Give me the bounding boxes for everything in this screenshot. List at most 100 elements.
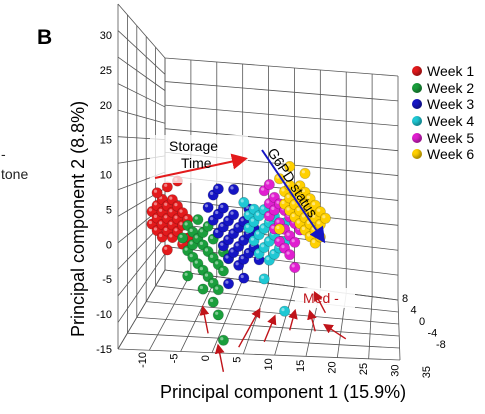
grid-line: [117, 3, 166, 59]
data-point-highlight: [164, 183, 168, 187]
data-point: [284, 249, 296, 261]
data-point-highlight: [179, 234, 183, 238]
data-point: [289, 236, 301, 248]
storage-time-label: Time: [181, 155, 212, 171]
med-arrow: [313, 291, 327, 314]
data-point: [263, 179, 275, 191]
data-point: [212, 309, 224, 321]
data-point-highlight: [169, 196, 173, 200]
legend-label: Week 1: [427, 63, 475, 80]
data-point-highlight: [204, 223, 209, 227]
data-point-highlight: [250, 206, 254, 210]
data-point-highlight: [194, 235, 198, 239]
grid-line: [242, 283, 269, 355]
grid-line: [117, 83, 166, 108]
data-point-highlight: [250, 237, 254, 241]
data-point-highlight: [199, 229, 203, 233]
legend-item: Week 3: [412, 96, 474, 113]
data-point-highlight: [266, 257, 270, 261]
grid-line: [127, 332, 400, 349]
grid-line: [164, 104, 399, 127]
data-point-highlight: [169, 221, 173, 225]
data-point: [151, 187, 163, 199]
data-point: [192, 214, 204, 226]
data-point-highlight: [296, 207, 300, 211]
grid-line: [148, 273, 192, 351]
grid-line: [117, 30, 166, 75]
storage-time-label: Storage: [169, 138, 218, 154]
data-point-highlight: [266, 212, 270, 217]
med-arrow: [307, 309, 317, 332]
grid-line: [368, 296, 373, 359]
grid-line: [117, 269, 166, 350]
data-point-highlight: [286, 232, 290, 236]
x-tick-label: -10: [137, 352, 149, 368]
data-point-highlight: [230, 186, 234, 190]
data-point-highlight: [174, 228, 178, 232]
data-point-highlight: [220, 337, 224, 341]
storage-time-arrow: [154, 153, 248, 179]
legend-marker: [412, 82, 422, 93]
data-point: [182, 270, 194, 282]
data-point: [223, 278, 235, 290]
x-tick-label: 35: [421, 366, 433, 378]
data-point-highlight: [164, 227, 168, 231]
legend-marker: [412, 99, 422, 110]
data-point-highlight: [215, 185, 219, 189]
data-point-highlight: [306, 195, 311, 199]
grid-line: [117, 237, 166, 297]
z-tick-label: 8: [402, 293, 408, 305]
data-point-highlight: [286, 251, 290, 255]
data-point: [217, 334, 229, 346]
x-tick-label: 10: [263, 358, 275, 370]
data-point: [202, 201, 214, 213]
data-point-highlight: [291, 201, 295, 205]
data-point-highlight: [189, 241, 193, 245]
grid-line: [146, 301, 399, 325]
med-arrow: [214, 343, 225, 372]
data-point-highlight: [312, 202, 316, 206]
data-point-highlight: [153, 214, 158, 218]
data-point-highlight: [220, 242, 224, 246]
grid-line: [274, 286, 295, 356]
data-point: [289, 261, 301, 273]
data-point-highlight: [164, 246, 168, 250]
data-point-highlight: [153, 202, 158, 206]
data-points: [146, 161, 331, 346]
data-point-highlight: [164, 202, 168, 206]
data-point-highlight: [296, 182, 300, 186]
data-point-highlight: [189, 254, 193, 258]
data-point-highlight: [271, 225, 275, 229]
data-point-highlight: [276, 225, 280, 230]
grid-line: [117, 56, 166, 91]
data-point-highlight: [210, 280, 214, 284]
cropped-side-text: -: [1, 146, 6, 162]
g6pd-status-arrow: [261, 149, 326, 244]
data-point-highlight: [230, 230, 234, 234]
legend-marker: [412, 66, 422, 77]
data-point-highlight: [184, 222, 188, 226]
data-point-highlight: [266, 238, 270, 242]
data-point-highlight: [317, 221, 321, 225]
legend-label: Week 5: [427, 129, 475, 146]
data-point-highlight: [317, 208, 321, 212]
grid-line: [136, 317, 400, 337]
data-point-highlight: [266, 200, 270, 204]
y-tick-label: 25: [100, 65, 112, 77]
data-point: [319, 212, 331, 224]
data-point-highlight: [164, 215, 168, 219]
data-point-highlight: [281, 188, 285, 192]
data-point-highlight: [245, 212, 249, 216]
grid-line: [117, 253, 166, 323]
data-point-highlight: [174, 203, 178, 207]
data-point-highlight: [255, 231, 260, 235]
legend-label: Week 6: [427, 146, 475, 163]
med-arrow: [199, 305, 210, 334]
data-point-highlight: [291, 264, 295, 268]
x-tick-label: 15: [295, 360, 307, 372]
data-point: [161, 181, 173, 193]
legend-marker: [412, 149, 422, 160]
data-point: [212, 183, 224, 195]
data-point: [238, 272, 250, 284]
